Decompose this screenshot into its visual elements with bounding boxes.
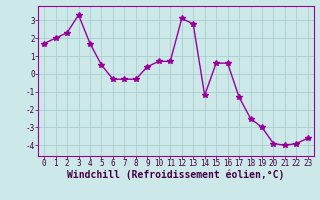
X-axis label: Windchill (Refroidissement éolien,°C): Windchill (Refroidissement éolien,°C) (67, 170, 285, 180)
